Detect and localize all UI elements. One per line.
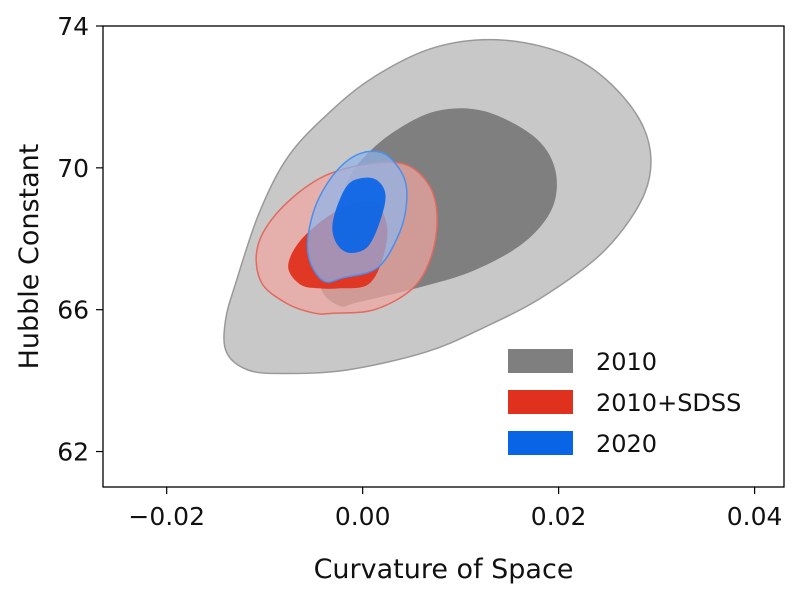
x-axis: −0.02 0.00 0.02 0.04 — [128, 487, 782, 531]
legend-swatch-2010 — [508, 349, 573, 373]
y-axis-label: Hubble Constant — [14, 144, 45, 370]
y-axis: 62 66 70 74 — [57, 12, 103, 467]
legend-swatch-2020 — [508, 431, 573, 455]
series-2020 — [306, 150, 408, 283]
x-tick-label: 0.00 — [335, 502, 391, 531]
legend-label-2010-sdss: 2010+SDSS — [596, 389, 741, 417]
legend-label-2020: 2020 — [596, 430, 657, 458]
x-tick-label: 0.02 — [531, 502, 587, 531]
x-tick-label: 0.04 — [727, 502, 783, 531]
contour-regions — [223, 38, 652, 375]
x-axis-label: Curvature of Space — [314, 554, 574, 585]
y-tick-label: 70 — [57, 154, 89, 183]
y-tick-label: 62 — [57, 438, 89, 467]
legend: 2010 2010+SDSS 2020 — [508, 348, 741, 458]
y-tick-label: 74 — [57, 12, 89, 41]
x-tick-label: −0.02 — [128, 502, 205, 531]
legend-label-2010: 2010 — [596, 348, 657, 376]
contour-2020-inner — [332, 177, 386, 253]
legend-swatch-2010-sdss — [508, 390, 573, 414]
y-tick-label: 66 — [57, 296, 89, 325]
plot-frame — [102, 25, 785, 488]
